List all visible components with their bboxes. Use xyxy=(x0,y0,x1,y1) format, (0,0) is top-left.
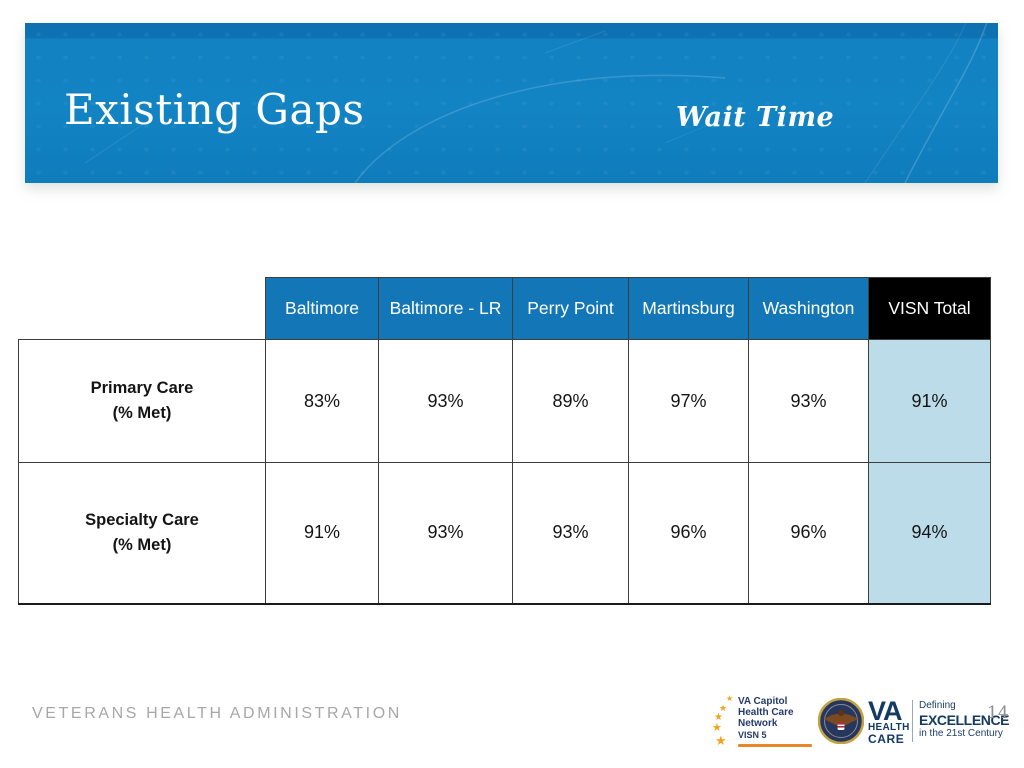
visn5-line3: Network xyxy=(738,717,778,729)
visn5-line2: Health Care xyxy=(738,706,794,718)
star-icon: ★ xyxy=(719,703,728,713)
row-label-title: Specialty Care xyxy=(85,511,199,529)
table-row-primary-care: Primary Care (% Met) 83% 93% 89% 97% 93%… xyxy=(18,339,991,463)
row-label-title: Primary Care xyxy=(90,379,194,398)
cell-specialty-martinsburg: 96% xyxy=(628,462,749,605)
column-header-martinsburg: Martinsburg xyxy=(628,277,749,340)
star-icon: ★ xyxy=(712,722,722,734)
va-logo-care: CARE xyxy=(868,732,905,747)
va-logo-mark: VA HEALTH CARE xyxy=(868,696,910,747)
visn5-network-logo: ★ ★ ★ ★ ★ VA Capitol Health Care Network… xyxy=(712,694,824,749)
visn5-line1: VA Capitol xyxy=(738,696,788,707)
page-number: 14 xyxy=(987,703,1009,723)
va-logo-health: HEALTH xyxy=(868,721,910,733)
cell-primary-visn-total: 91% xyxy=(868,339,991,463)
star-icon: ★ xyxy=(715,733,727,748)
visn5-number: VISN 5 xyxy=(738,730,767,741)
page-subtitle: Wait Time xyxy=(676,102,835,133)
va-logo-tagline: Defining EXCELLENCE in the 21st Century xyxy=(919,700,1010,740)
footer-organization-text: VETERANS HEALTH ADMINISTRATION xyxy=(32,705,402,722)
cell-specialty-baltimore: 91% xyxy=(265,462,379,605)
va-seal-icon xyxy=(818,698,864,744)
cell-specialty-visn-total: 94% xyxy=(868,462,991,605)
page-title: Existing Gaps xyxy=(64,85,365,134)
column-header-baltimore-lr: Baltimore - LR xyxy=(378,277,513,340)
star-icon: ★ xyxy=(726,694,734,703)
va-health-care-logo: VA HEALTH CARE Defining EXCELLENCE in th… xyxy=(868,696,1010,747)
cell-specialty-perry-point: 93% xyxy=(512,462,629,605)
cell-primary-martinsburg: 97% xyxy=(628,339,749,463)
title-banner: Existing Gaps Wait Time xyxy=(25,23,998,183)
va-logo-va: VA xyxy=(868,696,903,726)
visn5-tagline-bar xyxy=(738,744,812,748)
table-corner-cell xyxy=(19,278,266,340)
column-header-baltimore: Baltimore xyxy=(265,277,379,340)
va-tagline-excellence: EXCELLENCE xyxy=(919,712,1010,728)
va-tagline-century: in the 21st Century xyxy=(919,728,1003,740)
table-row-specialty-care: Specialty Care (% Met) 91% 93% 93% 96% 9… xyxy=(18,462,991,605)
banner-swirl-decoration xyxy=(84,23,988,183)
row-label-sub: (% Met) xyxy=(112,404,172,422)
cell-specialty-washington: 96% xyxy=(748,462,869,605)
column-header-washington: Washington xyxy=(748,277,869,340)
column-header-visn-total: VISN Total xyxy=(868,277,991,340)
row-label-primary-care: Primary Care (% Met) xyxy=(18,339,266,463)
cell-primary-baltimore-lr: 93% xyxy=(378,339,513,463)
wait-time-table: Baltimore Baltimore - LR Perry Point Mar… xyxy=(18,277,991,605)
row-label-specialty-care: Specialty Care (% Met) xyxy=(18,462,266,605)
cell-primary-baltimore: 83% xyxy=(265,339,379,463)
visn5-logo-text: VA Capitol Health Care Network VISN 5 xyxy=(738,696,812,748)
banner-texture xyxy=(25,23,998,183)
row-label-sub: (% Met) xyxy=(112,535,172,554)
cell-specialty-baltimore-lr: 93% xyxy=(378,462,513,605)
cell-primary-perry-point: 89% xyxy=(512,339,629,463)
table-header-row: Baltimore Baltimore - LR Perry Point Mar… xyxy=(19,277,991,340)
va-tagline-defining: Defining xyxy=(919,700,956,711)
column-header-perry-point: Perry Point xyxy=(512,277,629,340)
cell-primary-washington: 93% xyxy=(748,339,869,463)
va-logo-divider xyxy=(912,700,913,742)
star-icon: ★ xyxy=(714,712,723,723)
